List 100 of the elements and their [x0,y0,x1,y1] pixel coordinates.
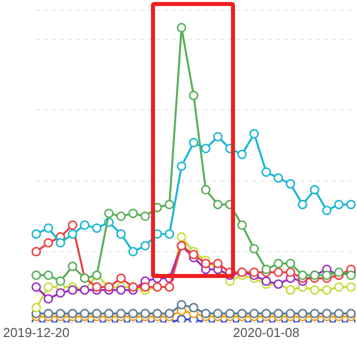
point [80,220,90,230]
point [32,302,41,312]
point [176,300,186,310]
point [128,208,138,218]
point [92,282,102,292]
point [286,179,296,189]
point [56,308,66,318]
point [164,229,174,239]
point [334,268,344,278]
point [68,262,78,272]
point [225,308,235,318]
point [176,161,186,171]
point [262,264,272,274]
point [116,285,126,295]
point [92,223,102,233]
point [249,129,259,139]
point [322,270,332,280]
point [188,250,198,260]
point [249,244,259,254]
point [188,138,198,148]
x-tick-label: 2019-12-20 [3,324,70,340]
point [310,308,320,318]
point [68,220,78,230]
point [322,285,332,295]
point [176,232,186,242]
point [262,308,272,318]
point [237,220,247,230]
point [44,223,54,233]
point [274,268,284,278]
point [237,150,247,160]
x-tick-label: 2020-01-08 [233,324,300,340]
point [262,276,272,286]
point [298,200,308,210]
point [164,308,174,318]
point [164,200,174,210]
point [56,238,66,248]
point [213,132,223,142]
point [32,229,41,239]
point [116,229,126,239]
point [346,308,356,318]
point [140,282,150,292]
point [334,308,344,318]
point [140,308,150,318]
point [104,308,114,318]
point [140,241,150,251]
point [32,246,41,256]
point [116,212,126,222]
point [346,270,356,280]
point [286,308,296,318]
point [200,185,210,195]
point [346,200,356,210]
point [213,200,223,210]
point [56,288,66,298]
point [32,270,41,280]
point [44,238,54,248]
point [334,282,344,292]
point [128,308,138,318]
point [116,273,126,283]
point [322,206,332,216]
point [213,308,223,318]
point [274,258,284,268]
point [68,308,78,318]
point [298,308,308,318]
point [286,258,296,268]
point [274,308,284,318]
point [56,276,66,286]
point [44,270,54,280]
point [188,90,198,100]
point [334,200,344,210]
point [200,258,210,268]
point [116,308,126,318]
point [188,302,198,312]
point [176,22,186,32]
point [237,308,247,318]
point [322,308,332,318]
point [249,308,259,318]
point [128,246,138,256]
point [346,282,356,292]
point [44,282,54,292]
point [44,308,54,318]
point [310,185,320,195]
point [176,314,186,322]
point [104,208,114,218]
point [310,285,320,295]
point [32,282,41,292]
point [92,308,102,318]
point [200,144,210,154]
point [44,294,54,304]
point [200,308,210,318]
point [80,308,90,318]
point [286,268,296,278]
point [213,258,223,268]
point [249,268,259,278]
point [140,212,150,222]
point [274,173,284,183]
point [262,167,272,177]
point [298,270,308,280]
point [68,285,78,295]
point [68,229,78,239]
point [286,285,296,295]
